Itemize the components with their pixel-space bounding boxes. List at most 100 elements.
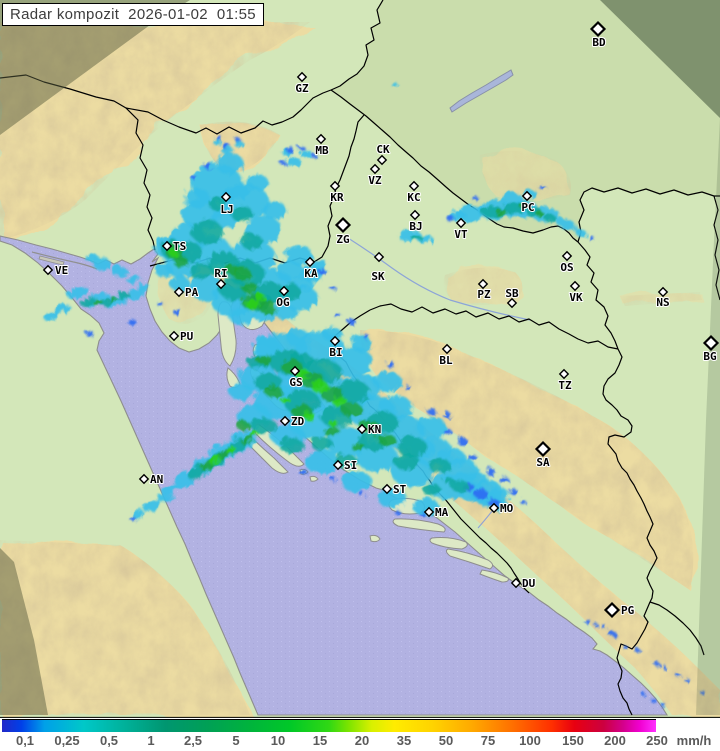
city-diamond-icon [278, 285, 290, 297]
city-label: SA [536, 456, 550, 469]
city-KN: KN [356, 422, 382, 437]
city-label: VK [569, 291, 583, 304]
precipitation-overlay [41, 81, 702, 705]
legend-label: 200 [604, 733, 626, 748]
city-diamond-icon [702, 334, 720, 352]
city-ZG: ZG [334, 216, 352, 247]
legend-label: 1 [147, 733, 155, 748]
city-label: GZ [295, 82, 309, 95]
city-PA: PA [173, 285, 200, 300]
city-OS: OS [559, 250, 575, 275]
city-diamond-icon [329, 335, 341, 347]
city-SB: SB [504, 286, 520, 309]
city-diamond-icon [506, 297, 518, 309]
city-diamond-icon [558, 368, 570, 380]
city-VT: VT [453, 217, 469, 242]
city-label: ST [393, 483, 407, 496]
city-diamond-icon [376, 154, 388, 166]
city-label: SK [371, 270, 385, 283]
city-diamond-icon [657, 286, 669, 298]
city-diamond-icon [334, 216, 352, 234]
city-DU: DU [510, 576, 537, 591]
city-label: KA [304, 267, 318, 280]
city-diamond-icon [315, 133, 327, 145]
city-label: AN [150, 473, 163, 486]
city-label: SB [505, 287, 519, 300]
venice-lagoon [31, 251, 98, 270]
city-GS: GS [288, 365, 304, 390]
city-label: PU [180, 330, 194, 343]
legend-label: 250 [646, 733, 668, 748]
city-label: KR [330, 191, 344, 204]
legend-unit-label: mm/h [676, 733, 712, 748]
city-KR: KR [329, 180, 345, 205]
city-diamond-icon [521, 190, 533, 202]
legend-label: 75 [480, 733, 496, 748]
city-label: OG [276, 296, 290, 309]
city-label: BJ [409, 220, 422, 233]
city-label: ZD [291, 415, 305, 428]
city-BG: BG [702, 334, 720, 364]
city-diamond-icon [477, 278, 489, 290]
city-PC: PC [520, 190, 536, 215]
city-label: SI [344, 459, 357, 472]
city-MO: MO [488, 501, 515, 516]
city-diamond-icon [441, 343, 453, 355]
city-PU: PU [168, 329, 195, 344]
city-SI: SI [332, 458, 358, 473]
city-TZ: TZ [557, 368, 573, 393]
city-diamond-icon [332, 459, 344, 471]
city-BJ: BJ [408, 209, 424, 234]
radar-map-canvas: BD GZ MB CK VZ KR KC LJ BJ ZG VT PC TS OS VE RI KA SK PZ SB… [0, 0, 720, 718]
precip-layer-blue [84, 134, 702, 705]
city-markers: BD GZ MB CK VZ KR KC LJ BJ ZG VT PC TS OS VE RI KA SK PZ SB… [42, 20, 720, 619]
city-label: KC [407, 191, 420, 204]
city-PG: PG [603, 601, 636, 619]
city-label: CK [376, 143, 390, 156]
city-label: PC [521, 201, 534, 214]
city-diamond-icon [561, 250, 573, 262]
city-diamond-icon [279, 415, 291, 427]
city-GZ: GZ [294, 71, 310, 96]
city-diamond-icon [304, 256, 316, 268]
city-diamond-icon [289, 365, 301, 377]
city-label: BD [592, 36, 606, 49]
city-label: PG [621, 604, 635, 617]
city-TS: TS [161, 239, 187, 254]
city-diamond-icon [408, 180, 420, 192]
city-label: RI [214, 267, 227, 280]
city-label: MB [315, 144, 329, 157]
city-diamond-icon [381, 483, 393, 495]
city-RI: RI [213, 266, 229, 290]
city-diamond-icon [603, 601, 621, 619]
city-CK: CK [375, 142, 391, 166]
city-KC: KC [406, 180, 422, 205]
city-label: NS [656, 296, 669, 309]
city-label: VE [55, 264, 68, 277]
city-NS: NS [655, 286, 671, 310]
city-label: MO [500, 502, 514, 515]
country-borders [0, 0, 720, 716]
city-label: LJ [220, 203, 233, 216]
city-label: TZ [558, 379, 572, 392]
city-diamond-icon [215, 278, 227, 290]
precip-layer-bright-green [168, 248, 346, 463]
city-diamond-icon [220, 191, 232, 203]
page-title: Radar kompozit 2026-01-02 01:55 [10, 6, 256, 23]
city-SA: SA [534, 440, 552, 470]
city-label: ZG [336, 233, 350, 246]
city-diamond-icon [423, 506, 435, 518]
legend-label: 5 [232, 733, 240, 748]
city-label: BL [439, 354, 453, 367]
city-OG: OG [275, 285, 291, 310]
city-diamond-icon [42, 264, 54, 276]
river-neretva [477, 509, 494, 529]
legend-label: 0,25 [54, 733, 80, 748]
city-VK: VK [568, 280, 584, 305]
city-diamond-icon [168, 330, 180, 342]
city-label: GS [289, 376, 302, 389]
city-diamond-icon [329, 180, 341, 192]
legend-label: 20 [354, 733, 370, 748]
region-tint-northeast [331, 0, 720, 242]
